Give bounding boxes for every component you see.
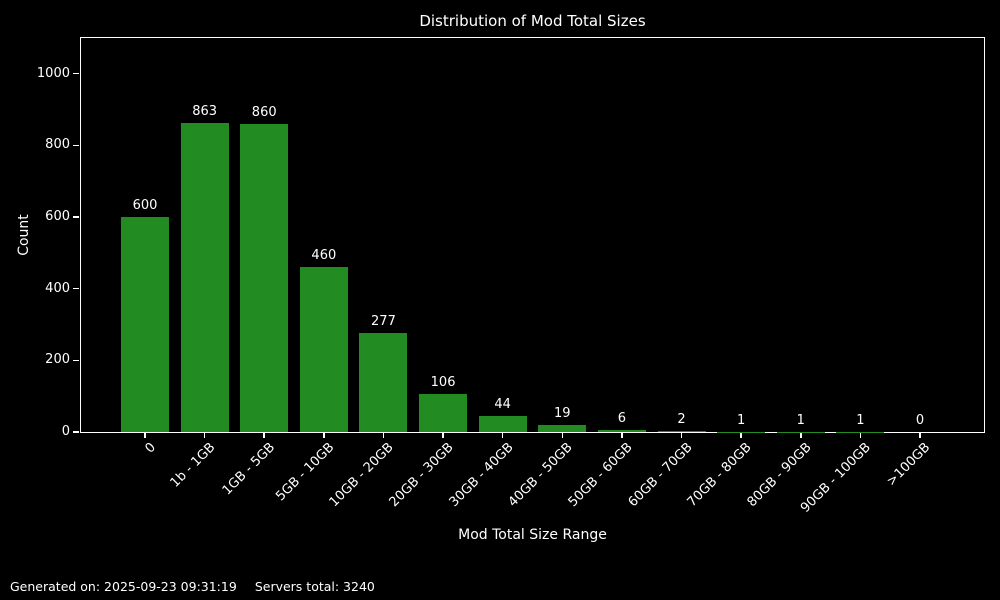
x-axis-tick: [323, 433, 325, 438]
bar: [597, 429, 646, 432]
bar-value-label: 44: [494, 397, 511, 413]
y-tick-label: 0: [61, 424, 70, 439]
x-tick-label-text: >100GB: [884, 440, 934, 490]
bar-value-label: 1: [856, 412, 865, 428]
bar-value-label: 106: [430, 375, 456, 391]
x-tick-label-text: 0: [142, 440, 159, 457]
bar: [419, 394, 468, 432]
bar-value-label: 1: [796, 412, 805, 428]
x-axis-tick: [680, 433, 683, 438]
bar-value-label: 19: [554, 406, 571, 422]
x-axis-tick: [561, 433, 564, 438]
x-axis-tick: [800, 433, 802, 438]
x-axis-tick: [740, 433, 742, 438]
y-axis-tick: [73, 73, 79, 75]
bar: [538, 425, 587, 432]
x-axis-tick: [919, 433, 921, 438]
bar-value-label: 1: [737, 412, 746, 428]
bar: [180, 122, 229, 432]
y-tick-label: 800: [45, 137, 70, 153]
x-axis-tick: [382, 433, 385, 438]
y-tick-label: 400: [45, 280, 70, 296]
y-tick-label: 600: [45, 209, 70, 225]
x-axis-tick: [263, 433, 265, 438]
x-axis-tick: [144, 433, 146, 438]
footer-generated-on: Generated on: 2025-09-23 09:31:19: [10, 579, 237, 594]
bar: [121, 217, 169, 432]
y-axis-tick: [73, 144, 79, 147]
bar: [359, 332, 408, 432]
bar: [240, 123, 289, 432]
bar-value-label: 860: [251, 104, 277, 120]
bar-value-label: 6: [617, 410, 627, 426]
x-tick-label-text: 1b - 1GB: [167, 440, 219, 491]
bar-value-label: 600: [132, 198, 158, 214]
bar: [299, 267, 348, 432]
bar-value-label: 2: [677, 412, 686, 428]
x-axis-tick: [621, 433, 623, 438]
plot-area: 600 863 860 460 277 106 44 19 6 2 1 1 1 0: [80, 37, 985, 433]
y-axis-tick: [73, 359, 79, 361]
x-tick-label-text: 1GB - 5GB: [219, 440, 278, 499]
bar: [478, 416, 527, 432]
bar: [657, 431, 706, 432]
footer-servers-total: Servers total: 3240: [254, 579, 375, 594]
x-axis-tick: [203, 433, 206, 438]
bar-value-label: 863: [192, 103, 218, 119]
x-axis-tick: [859, 433, 862, 438]
y-tick-label: 200: [45, 352, 70, 368]
x-axis-label: Mod Total Size Range: [458, 527, 607, 543]
y-tick-label: 1000: [36, 65, 70, 81]
footer: Generated on: 2025-09-23 09:31:19 Server…: [10, 579, 375, 594]
y-axis-tick: [73, 216, 79, 218]
bar-value-label: 0: [915, 413, 925, 428]
bar-value-label: 277: [371, 313, 396, 329]
y-axis-tick: [73, 288, 79, 290]
x-axis-tick: [501, 433, 504, 438]
x-axis-tick: [442, 433, 444, 438]
x-tick-label-text: 5GB - 10GB: [273, 440, 338, 505]
chart-title: Distribution of Mod Total Sizes: [419, 12, 646, 30]
bar-value-label: 460: [311, 248, 337, 264]
y-axis-tick: [73, 431, 79, 433]
